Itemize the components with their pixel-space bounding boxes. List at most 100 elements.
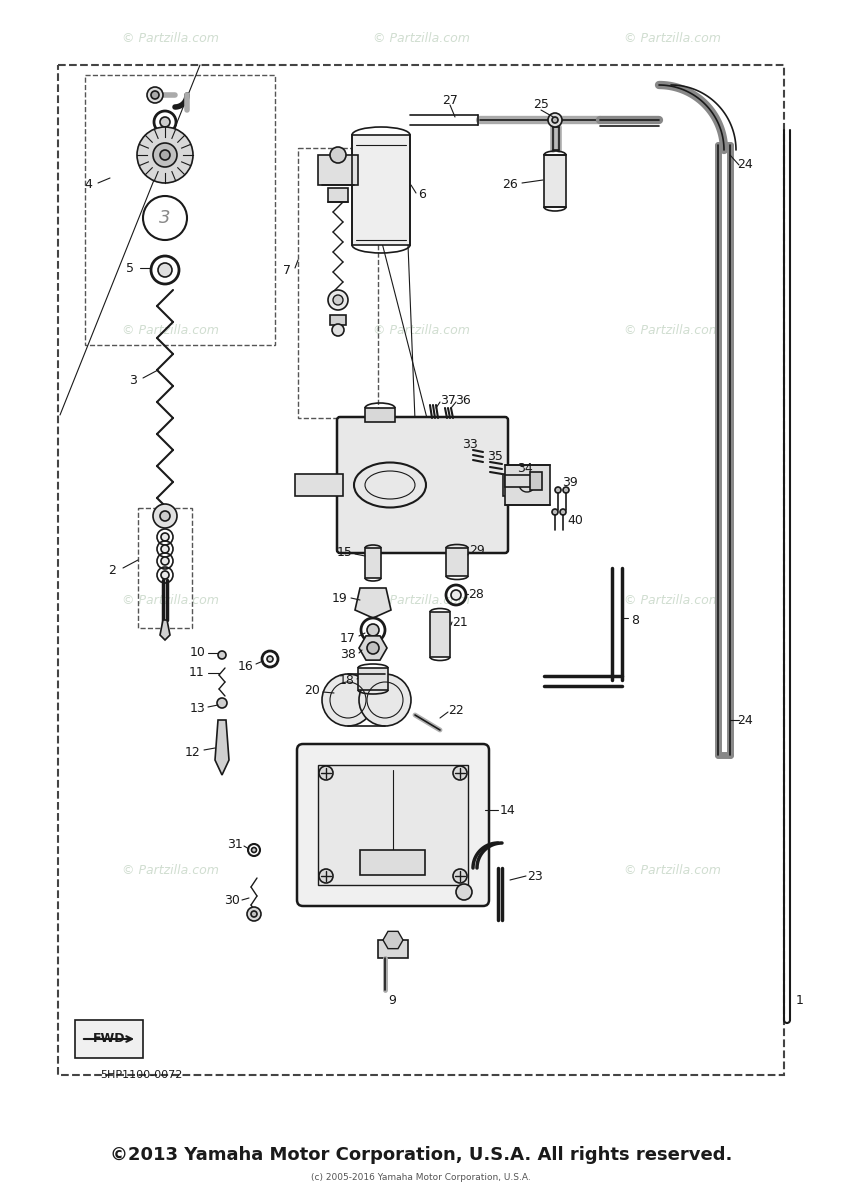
- Polygon shape: [383, 931, 403, 949]
- Text: 20: 20: [304, 684, 320, 696]
- Text: 3: 3: [159, 209, 171, 227]
- Circle shape: [137, 127, 193, 182]
- Circle shape: [267, 656, 273, 662]
- Text: 30: 30: [224, 894, 240, 906]
- Bar: [318, 766, 468, 886]
- Text: © Partzilla.com: © Partzilla.com: [121, 864, 218, 876]
- Bar: [352, 134, 410, 245]
- Bar: [530, 472, 542, 490]
- Circle shape: [153, 504, 177, 528]
- Circle shape: [451, 590, 461, 600]
- Bar: [330, 314, 346, 325]
- Text: © Partzilla.com: © Partzilla.com: [372, 864, 470, 876]
- Text: 25: 25: [533, 98, 549, 112]
- Circle shape: [247, 907, 261, 922]
- Circle shape: [151, 91, 159, 98]
- Text: 9: 9: [388, 994, 396, 1007]
- Text: 40: 40: [567, 514, 583, 527]
- Bar: [360, 850, 425, 875]
- Circle shape: [160, 150, 170, 160]
- Polygon shape: [359, 636, 387, 660]
- Circle shape: [158, 263, 172, 277]
- Circle shape: [552, 509, 558, 515]
- Circle shape: [217, 698, 227, 708]
- Text: 19: 19: [332, 592, 348, 605]
- Bar: [505, 475, 540, 487]
- Text: ©2013 Yamaha Motor Corporation, U.S.A. All rights reserved.: ©2013 Yamaha Motor Corporation, U.S.A. A…: [109, 1146, 733, 1164]
- Text: 35: 35: [487, 450, 503, 462]
- Text: 16: 16: [238, 660, 254, 673]
- Bar: [365, 548, 381, 578]
- Circle shape: [456, 884, 472, 900]
- Bar: [138, 508, 192, 628]
- Circle shape: [328, 290, 348, 310]
- Text: 13: 13: [190, 702, 206, 714]
- Text: © Partzilla.com: © Partzilla.com: [121, 594, 218, 606]
- Text: 34: 34: [517, 462, 533, 474]
- Text: © Partzilla.com: © Partzilla.com: [372, 594, 470, 606]
- Circle shape: [251, 911, 257, 917]
- Text: © Partzilla.com: © Partzilla.com: [121, 31, 218, 44]
- Circle shape: [333, 295, 343, 305]
- Text: 4: 4: [84, 179, 92, 192]
- Text: (c) 2005-2016 Yamaha Motor Corporation, U.S.A.: (c) 2005-2016 Yamaha Motor Corporation, …: [312, 1174, 530, 1182]
- Text: 12: 12: [185, 745, 201, 758]
- Text: 6: 6: [418, 188, 426, 202]
- Text: © Partzilla.com: © Partzilla.com: [121, 324, 218, 336]
- FancyBboxPatch shape: [337, 416, 508, 553]
- Circle shape: [161, 533, 169, 541]
- Text: 39: 39: [562, 476, 578, 490]
- Text: 1: 1: [796, 994, 804, 1007]
- Bar: [58, 65, 784, 1075]
- Text: 5: 5: [126, 262, 134, 275]
- Bar: [446, 548, 468, 576]
- Circle shape: [153, 143, 177, 167]
- Circle shape: [160, 116, 170, 127]
- Text: 3: 3: [129, 373, 137, 386]
- Text: 14: 14: [500, 804, 516, 816]
- Circle shape: [555, 487, 561, 493]
- Text: 38: 38: [340, 648, 356, 661]
- Text: 23: 23: [527, 870, 543, 882]
- Text: © Partzilla.com: © Partzilla.com: [372, 324, 470, 336]
- Text: 24: 24: [737, 158, 753, 172]
- Bar: [318, 155, 358, 185]
- Circle shape: [319, 766, 333, 780]
- Bar: [358, 668, 388, 690]
- Text: 31: 31: [227, 838, 242, 851]
- Circle shape: [453, 766, 467, 780]
- Circle shape: [560, 509, 566, 515]
- Text: © Partzilla.com: © Partzilla.com: [624, 324, 721, 336]
- Bar: [328, 188, 348, 202]
- Circle shape: [330, 146, 346, 163]
- Text: 37: 37: [440, 394, 456, 407]
- Text: © Partzilla.com: © Partzilla.com: [624, 864, 721, 876]
- Circle shape: [147, 86, 163, 103]
- Circle shape: [161, 557, 169, 565]
- Circle shape: [359, 674, 411, 726]
- Bar: [298, 148, 378, 418]
- Text: 15: 15: [337, 546, 353, 559]
- Circle shape: [367, 624, 379, 636]
- Text: 21: 21: [452, 616, 468, 629]
- Text: FWD: FWD: [93, 1032, 125, 1045]
- Circle shape: [453, 869, 467, 883]
- Text: 11: 11: [189, 666, 205, 678]
- Circle shape: [252, 847, 257, 852]
- Text: 2: 2: [108, 564, 116, 576]
- Text: 22: 22: [448, 703, 464, 716]
- Circle shape: [322, 674, 374, 726]
- Bar: [85, 74, 275, 346]
- Circle shape: [548, 113, 562, 127]
- Text: 17: 17: [340, 631, 356, 644]
- Text: 36: 36: [456, 394, 471, 407]
- Polygon shape: [160, 620, 170, 640]
- Text: 29: 29: [469, 544, 485, 557]
- Circle shape: [563, 487, 569, 493]
- Circle shape: [161, 571, 169, 578]
- Circle shape: [552, 116, 558, 122]
- Circle shape: [319, 869, 333, 883]
- Text: 33: 33: [462, 438, 478, 450]
- Bar: [365, 408, 395, 422]
- Text: 18: 18: [339, 673, 355, 686]
